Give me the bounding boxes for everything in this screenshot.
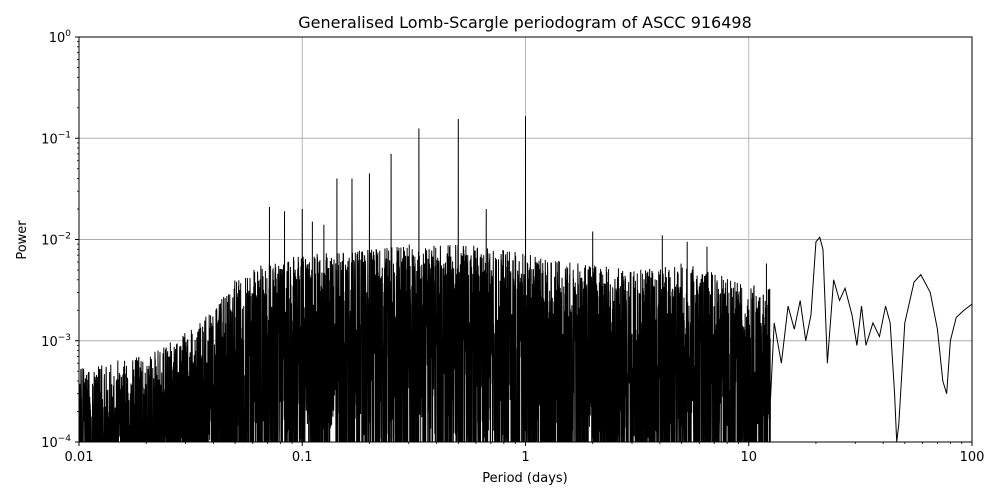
y-tick-label-1: 10−3 — [41, 333, 71, 350]
x-axis: 0.01 0.1 1 10 100 — [65, 442, 985, 465]
x-tick-label-0: 0.01 — [65, 450, 94, 465]
series-line — [79, 116, 972, 442]
y-tick-label-3: 10−1 — [41, 130, 71, 147]
y-tick-label-2: 10−2 — [41, 232, 71, 249]
x-tick-label-2: 1 — [521, 450, 529, 465]
x-tick-label-4: 100 — [960, 450, 985, 465]
x-tick-label-1: 0.1 — [292, 450, 313, 465]
y-tick-label-0: 10−4 — [41, 434, 71, 451]
y-tick-label-4: 100 — [49, 29, 72, 46]
chart-title: Generalised Lomb-Scargle periodogram of … — [298, 13, 752, 32]
x-axis-label: Period (days) — [482, 471, 568, 486]
x-tick-label-3: 10 — [740, 450, 757, 465]
y-axis-label: Power — [15, 220, 30, 260]
series-group — [79, 116, 972, 442]
y-axis: 10−4 10−3 10−2 10−1 100 — [41, 29, 79, 451]
